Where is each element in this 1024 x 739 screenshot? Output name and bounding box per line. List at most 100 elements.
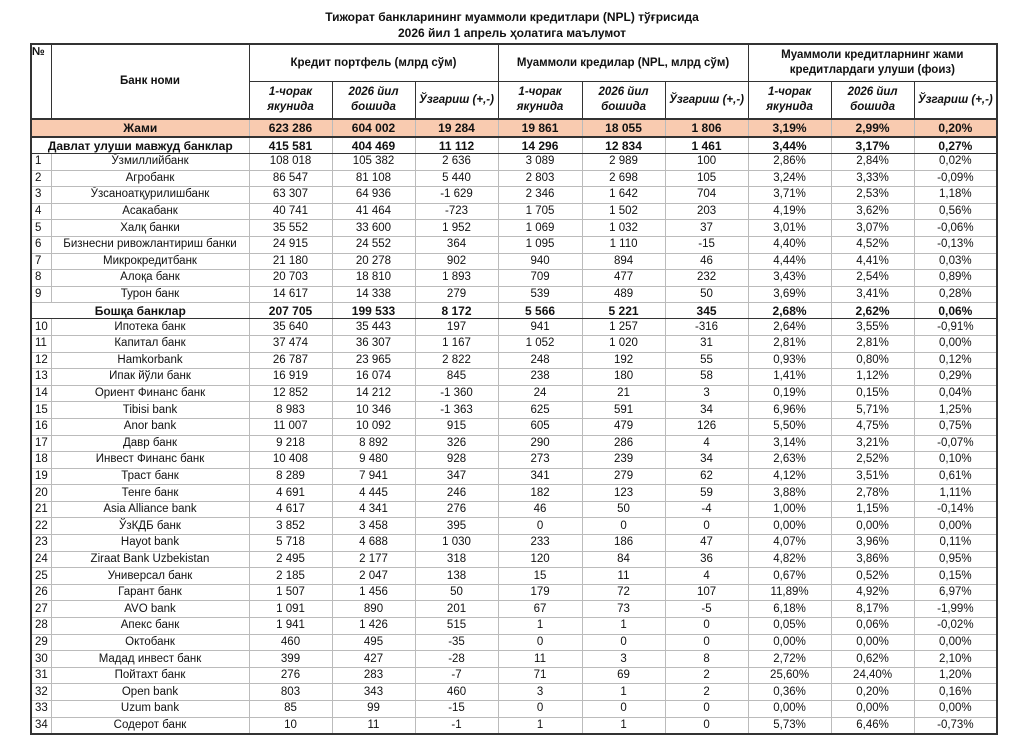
- value-cell: 3 458: [331, 517, 416, 536]
- value-cell: 8 289: [248, 467, 333, 486]
- value-cell: 0,15%: [830, 384, 915, 403]
- bank-name: Open bank: [50, 683, 250, 701]
- subheader-2: Ўзгариш (+,-): [414, 81, 499, 120]
- value-cell: 35 640: [248, 318, 333, 336]
- value-cell: 2,52%: [830, 451, 915, 469]
- row-number: 19: [30, 467, 52, 486]
- row-number: 14: [30, 384, 52, 403]
- bank-name: Халқ банки: [50, 219, 250, 237]
- row-number: 5: [30, 219, 52, 237]
- value-cell: 915: [414, 417, 499, 436]
- value-cell: 11 007: [248, 417, 333, 436]
- value-cell: 2 822: [414, 351, 499, 370]
- value-cell: 85: [248, 700, 333, 718]
- value-cell: 1: [581, 716, 666, 735]
- table-row: 20 Тенге банк 4 691 4 445 246 182 123 59 3,88% 2,…: [30, 484, 998, 502]
- value-cell: 19 284: [414, 118, 499, 138]
- value-cell: 203: [664, 202, 749, 221]
- bank-name: Агробанк: [50, 169, 250, 188]
- subheader-1: 2026 йил бошида: [331, 81, 416, 120]
- value-cell: 179: [497, 583, 583, 602]
- value-cell: 99: [331, 700, 416, 718]
- value-cell: 233: [497, 534, 583, 552]
- total-row: Жами 623 286 604 002 19 284 19 861 18 055 1 80…: [30, 118, 998, 138]
- value-cell: 0: [664, 517, 749, 536]
- table-row: 27 AVO bank 1 091 890 201 67 73 -5 6,18% 8,17% -1,…: [30, 600, 998, 619]
- value-cell: 479: [581, 417, 666, 436]
- subheader-8: Ўзгариш (+,-): [913, 81, 998, 120]
- value-cell: 3,69%: [747, 285, 832, 304]
- value-cell: 1 705: [497, 202, 583, 221]
- value-cell: 3 852: [248, 517, 333, 536]
- value-cell: 0,80%: [830, 351, 915, 370]
- row-number: 29: [30, 633, 52, 652]
- row-number: 26: [30, 583, 52, 602]
- value-cell: 37 474: [248, 334, 333, 353]
- value-cell: 20 703: [248, 269, 333, 287]
- bank-name: Алоқа банк: [50, 269, 250, 287]
- value-cell: 50: [664, 285, 749, 304]
- value-cell: 6,97%: [913, 583, 998, 602]
- value-cell: 0,00%: [747, 700, 832, 718]
- group-row-label: Бошқа банклар: [30, 302, 250, 320]
- value-cell: 1 167: [414, 334, 499, 353]
- value-cell: 4 445: [331, 484, 416, 502]
- value-cell: 928: [414, 451, 499, 469]
- row-number: 2: [30, 169, 52, 188]
- value-cell: 182: [497, 484, 583, 502]
- value-cell: 3,14%: [747, 434, 832, 453]
- value-cell: 105: [664, 169, 749, 188]
- value-cell: 2 177: [331, 550, 416, 569]
- bank-name: Asia Alliance bank: [50, 500, 250, 519]
- value-cell: 0,06%: [830, 617, 915, 635]
- bank-name: AVO bank: [50, 600, 250, 619]
- value-cell: 0,00%: [913, 334, 998, 353]
- subheader-3: 1-чорак якунида: [497, 81, 583, 120]
- header-number: №: [30, 43, 52, 120]
- row-number: 6: [30, 235, 52, 254]
- value-cell: 8 892: [331, 434, 416, 453]
- value-cell: 1,20%: [913, 666, 998, 685]
- table-row: 12 Hamkorbank 26 787 23 965 2 822 248 192 55 0,9…: [30, 351, 998, 370]
- subheader-5: Ўзгариш (+,-): [664, 81, 749, 120]
- value-cell: 1 110: [581, 235, 666, 254]
- value-cell: 1 941: [248, 617, 333, 635]
- value-cell: 232: [664, 269, 749, 287]
- value-cell: 50: [414, 583, 499, 602]
- value-cell: 2: [664, 683, 749, 701]
- value-cell: 35 552: [248, 219, 333, 237]
- value-cell: 3,44%: [747, 136, 832, 154]
- value-cell: 0,20%: [913, 118, 998, 138]
- value-cell: 1: [497, 716, 583, 735]
- row-number: 3: [30, 186, 52, 204]
- row-number: 21: [30, 500, 52, 519]
- value-cell: 1: [581, 617, 666, 635]
- value-cell: 5 566: [497, 302, 583, 320]
- row-number: 24: [30, 550, 52, 569]
- value-cell: 902: [414, 252, 499, 271]
- table-row: 15 Tibisi bank 8 983 10 346 -1 363 625 591 34 6,…: [30, 401, 998, 419]
- value-cell: 67: [497, 600, 583, 619]
- value-cell: 24 552: [331, 235, 416, 254]
- value-cell: 347: [414, 467, 499, 486]
- bank-name: Мадад инвест банк: [50, 650, 250, 668]
- value-cell: 14 296: [497, 136, 583, 154]
- value-cell: 604 002: [331, 118, 416, 138]
- value-cell: 1: [581, 683, 666, 701]
- value-cell: 940: [497, 252, 583, 271]
- table-row: 1 Ўзмиллийбанк 108 018 105 382 2 636 3 089 2 9…: [30, 153, 998, 171]
- value-cell: 10 408: [248, 451, 333, 469]
- value-cell: 25,60%: [747, 666, 832, 685]
- value-cell: 5 221: [581, 302, 666, 320]
- value-cell: -1: [414, 716, 499, 735]
- value-cell: 2 803: [497, 169, 583, 188]
- row-number: 7: [30, 252, 52, 271]
- value-cell: -0,13%: [913, 235, 998, 254]
- value-cell: 0,89%: [913, 269, 998, 287]
- value-cell: 3: [664, 384, 749, 403]
- value-cell: 47: [664, 534, 749, 552]
- row-number: 15: [30, 401, 52, 419]
- value-cell: 41 464: [331, 202, 416, 221]
- bank-name: Ўзсаноатқурилишбанк: [50, 186, 250, 204]
- value-cell: 0: [664, 633, 749, 652]
